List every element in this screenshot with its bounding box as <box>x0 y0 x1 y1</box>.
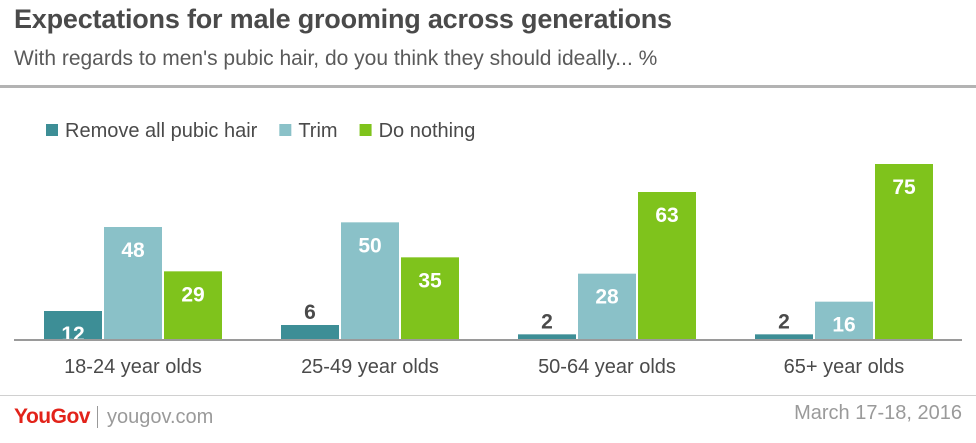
legend-swatch-remove-all-pubic-hair <box>46 124 58 136</box>
category-label-25-49-year-olds: 25-49 year olds <box>301 356 439 378</box>
bar-remove-all-pubic-hair-18-24-year-olds <box>44 311 102 339</box>
legend-label-do-nothing: Do nothing <box>379 120 476 142</box>
data-label-trim-50-64-year-olds: 28 <box>595 286 619 309</box>
legend-swatch-trim <box>279 124 292 136</box>
data-label-trim-18-24-year-olds: 48 <box>121 239 145 262</box>
bar-trim-50-64-year-olds <box>578 273 636 339</box>
bar-do-nothing-65-year-olds <box>875 164 933 339</box>
data-label-do-nothing-25-49-year-olds: 35 <box>418 269 442 292</box>
bar-do-nothing-50-64-year-olds <box>638 192 696 339</box>
footer-divider <box>0 395 976 396</box>
bar-remove-all-pubic-hair-50-64-year-olds <box>518 334 576 339</box>
chart-subtitle: With regards to men's pubic hair, do you… <box>14 47 658 70</box>
bar-trim-65-year-olds <box>815 301 873 339</box>
category-label-50-64-year-olds: 50-64 year olds <box>538 356 676 378</box>
legend-swatch-do-nothing <box>359 124 372 136</box>
data-label-remove-all-pubic-hair-65-year-olds: 2 <box>778 310 790 333</box>
bar-do-nothing-18-24-year-olds <box>164 271 222 339</box>
bar-trim-25-49-year-olds <box>341 222 399 339</box>
data-label-trim-25-49-year-olds: 50 <box>358 234 381 257</box>
data-label-do-nothing-65-year-olds: 75 <box>892 176 916 199</box>
data-label-trim-65-year-olds: 16 <box>832 314 855 337</box>
data-label-do-nothing-50-64-year-olds: 63 <box>655 204 678 227</box>
yougov-logo[interactable]: YouGov <box>14 405 90 428</box>
category-label-18-24-year-olds: 18-24 year olds <box>64 356 202 378</box>
legend-label-remove-all-pubic-hair: Remove all pubic hair <box>65 120 258 142</box>
chart-title: Expectations for male grooming across ge… <box>14 4 672 34</box>
data-label-do-nothing-18-24-year-olds: 29 <box>181 283 204 306</box>
bar-remove-all-pubic-hair-25-49-year-olds <box>281 325 339 339</box>
website-link[interactable]: yougov.com <box>106 405 214 428</box>
logo-divider <box>96 406 98 428</box>
data-label-remove-all-pubic-hair-50-64-year-olds: 2 <box>541 310 553 333</box>
bar-trim-18-24-year-olds <box>104 227 162 339</box>
bar-remove-all-pubic-hair-65-year-olds <box>755 334 813 339</box>
bar-do-nothing-25-49-year-olds <box>401 257 459 339</box>
header-divider <box>0 85 976 88</box>
data-label-remove-all-pubic-hair-25-49-year-olds: 6 <box>304 301 316 324</box>
survey-date: March 17-18, 2016 <box>794 402 962 424</box>
data-label-remove-all-pubic-hair-18-24-year-olds: 12 <box>61 323 84 346</box>
footer-brand: YouGov yougov.com <box>14 402 213 432</box>
category-label-65-year-olds: 65+ year olds <box>784 356 905 378</box>
legend-label-trim: Trim <box>298 120 337 142</box>
bar-chart: Remove all pubic hair Trim Do nothing 12 48 2… <box>14 120 962 378</box>
